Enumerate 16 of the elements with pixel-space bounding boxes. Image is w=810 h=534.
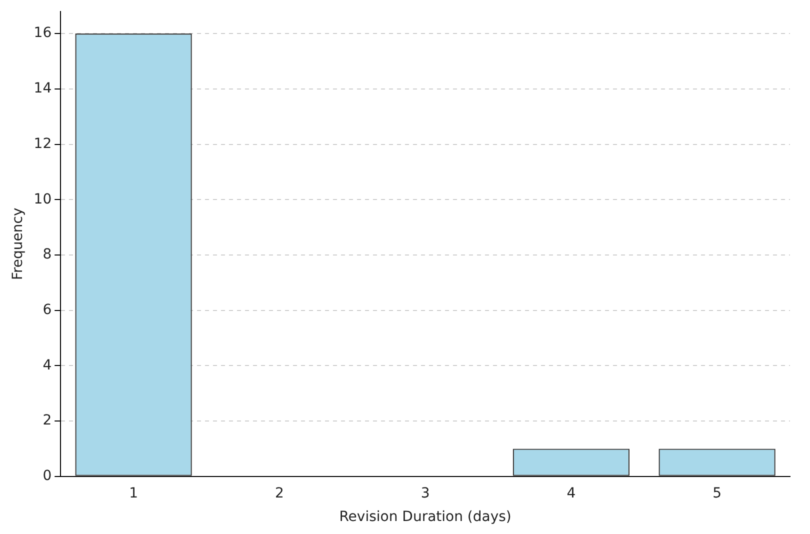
x-axis-title: Revision Duration (days): [339, 509, 512, 526]
y-tick-label: 10: [34, 191, 52, 208]
y-tick-label: 14: [34, 80, 52, 97]
y-axis-title: Frequency: [10, 208, 26, 280]
y-tick-label: 6: [42, 302, 52, 318]
x-tick-label: 5: [712, 485, 722, 502]
y-tick-label: 12: [34, 136, 52, 152]
x-tick-label: 1: [129, 485, 138, 502]
y-tick-label: 0: [42, 468, 52, 484]
y-tick-label: 16: [34, 25, 52, 42]
x-tick-label: 2: [274, 485, 284, 502]
y-tick-label: 2: [42, 412, 52, 429]
x-tick-label: 4: [566, 485, 576, 502]
x-tick-label: 3: [420, 485, 430, 502]
y-tick-label: 4: [42, 357, 52, 374]
y-tick-label: 8: [42, 246, 52, 263]
